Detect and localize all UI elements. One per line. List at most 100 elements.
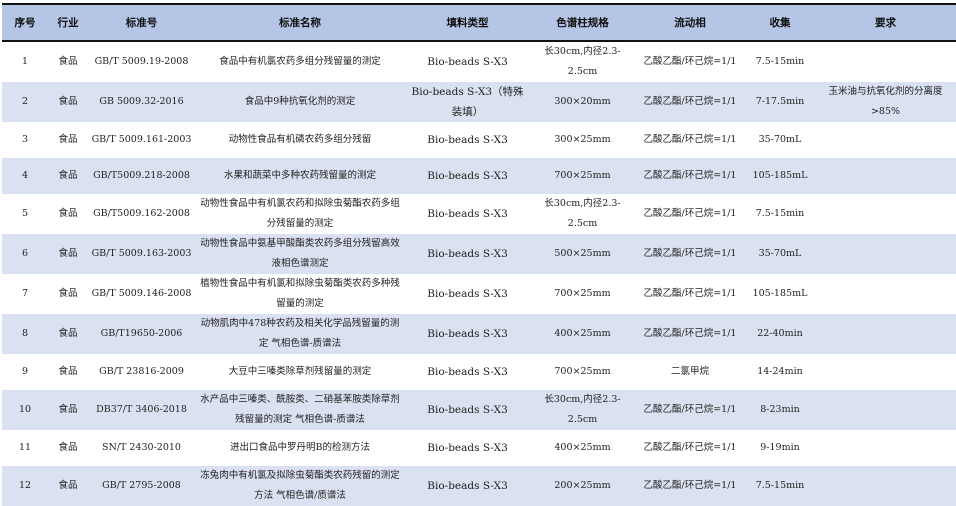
cell-name: 冻兔肉中有机氯及拟除虫菊酯类农药残留的测定方法 气相色谱/质谱法	[200, 470, 400, 501]
header-name: 标准名称	[279, 17, 321, 29]
cell-mobile: 乙酸乙酯/环己烷=1/1	[643, 170, 737, 181]
cell-name: 大豆中三嗪类除草剂残留量的测定	[228, 366, 372, 377]
cell-mobile: 乙酸乙酯/环己烷=1/1	[643, 442, 737, 453]
cell-industry: 食品	[58, 208, 78, 219]
cell-filler: Bio-beads S-X3（特殊装填）	[411, 86, 524, 118]
table-row: 8 食品 GB/T19650-2006 动物肌肉中478种农药及相关化学品残留量的测定…	[2, 314, 956, 354]
cell-collect: 14-24min	[757, 366, 803, 377]
cell-req	[815, 194, 956, 234]
cell-collect: 7.5-15min	[755, 208, 805, 219]
cell-no: 5	[21, 208, 29, 219]
header-mobile: 流动相	[674, 17, 706, 29]
cell-filler: Bio-beads S-X3	[427, 170, 508, 182]
cell-mobile: 乙酸乙酯/环己烷=1/1	[643, 56, 737, 67]
cell-no: 2	[21, 96, 29, 107]
cell-mobile: 乙酸乙酯/环己烷=1/1	[643, 248, 737, 259]
cell-collect: 105-185mL	[752, 170, 808, 181]
cell-name: 食品中有机氯农药多组分残留量的测定	[219, 56, 381, 67]
cell-column: 700×25mm	[554, 366, 611, 377]
cell-filler: Bio-beads S-X3	[427, 248, 508, 260]
cell-column: 300×20mm	[554, 96, 611, 107]
cell-collect: 7.5-15min	[755, 56, 805, 67]
table-row: 11 食品 SN/T 2430-2010 进出口食品中罗丹明B的检测方法 Bio-bea…	[2, 430, 956, 466]
table-row: 2 食品 GB 5009.32-2016 食品中9种抗氧化剂的测定 Bio-beads …	[2, 82, 956, 122]
cell-no: 3	[21, 134, 29, 145]
cell-standard: GB/T5009.162-2008	[93, 208, 190, 219]
cell-standard: SN/T 2430-2010	[102, 442, 181, 453]
cell-filler: Bio-beads S-X3	[427, 404, 508, 416]
cell-standard: GB/T5009.218-2008	[93, 170, 190, 181]
cell-mobile: 乙酸乙酯/环己烷=1/1	[643, 288, 737, 299]
cell-industry: 食品	[58, 96, 78, 107]
cell-column: 长30cm,内径2.3-2.5cm	[544, 46, 621, 77]
header-industry: 行业	[57, 17, 79, 29]
cell-name: 动物性食品有机磷农药多组分残留	[228, 134, 372, 145]
cell-standard: GB/T 2795-2008	[102, 480, 181, 491]
cell-req	[815, 390, 956, 430]
table-row: 7 食品 GB/T 5009.146-2008 植物性食品中有机氯和拟除虫菊酯类农药多…	[2, 274, 956, 314]
standards-table: 序号 行业 标准号 标准名称 填料类型 色谱柱规格 流动相 收集 要求 1 食品 G…	[2, 3, 956, 506]
table-row: 5 食品 GB/T5009.162-2008 动物性食品中有机氯农药和拟除虫菊酯农药多…	[2, 194, 956, 234]
cell-name: 动物肌肉中478种农药及相关化学品残留量的测定 气相色谱-质谱法	[200, 318, 400, 349]
cell-req	[815, 122, 956, 158]
cell-req	[815, 314, 956, 354]
cell-standard: GB/T 5009.161-2003	[91, 134, 192, 145]
cell-mobile: 乙酸乙酯/环己烷=1/1	[643, 328, 737, 339]
cell-standard: GB/T 23816-2009	[99, 366, 184, 377]
cell-no: 9	[21, 366, 29, 377]
cell-industry: 食品	[58, 134, 78, 145]
cell-no: 4	[21, 170, 29, 181]
cell-industry: 食品	[58, 170, 78, 181]
cell-req	[815, 234, 956, 274]
cell-filler: Bio-beads S-X3	[427, 442, 508, 454]
cell-filler: Bio-beads S-X3	[427, 208, 508, 220]
cell-filler: Bio-beads S-X3	[427, 134, 508, 146]
cell-filler: Bio-beads S-X3	[427, 56, 508, 68]
cell-name: 动物性食品中氨基甲酸酯类农药多组分残留高效液相色谱测定	[200, 238, 400, 269]
cell-column: 300×25mm	[554, 134, 611, 145]
cell-name: 水果和蔬菜中多种农药残留量的测定	[223, 170, 376, 181]
cell-industry: 食品	[58, 56, 78, 67]
cell-mobile: 乙酸乙酯/环己烷=1/1	[643, 480, 737, 491]
header-filler: 填料类型	[446, 17, 489, 29]
cell-column: 长30cm,内径2.3-2.5cm	[544, 394, 621, 425]
header-standard: 标准号	[125, 17, 158, 29]
cell-collect: 7.5-15min	[755, 480, 805, 491]
cell-mobile: 二氯甲烷	[670, 366, 709, 377]
cell-req	[815, 430, 956, 466]
cell-column: 200×25mm	[554, 480, 611, 491]
cell-standard: GB 5009.32-2016	[99, 96, 184, 107]
table-row: 1 食品 GB/T 5009.19-2008 食品中有机氯农药多组分残留量的测定 Bio…	[2, 41, 956, 82]
cell-industry: 食品	[58, 328, 78, 339]
cell-collect: 22-40min	[757, 328, 803, 339]
cell-no: 1	[21, 56, 29, 67]
cell-collect: 35-70mL	[758, 248, 802, 259]
cell-column: 400×25mm	[554, 328, 611, 339]
cell-industry: 食品	[58, 404, 78, 415]
cell-filler: Bio-beads S-X3	[427, 288, 508, 300]
cell-name: 动物性食品中有机氯农药和拟除虫菊酯农药多组分残留量的测定	[200, 198, 400, 229]
cell-collect: 7-17.5min	[755, 96, 805, 107]
cell-industry: 食品	[58, 480, 78, 491]
cell-mobile: 乙酸乙酯/环己烷=1/1	[643, 96, 737, 107]
cell-filler: Bio-beads S-X3	[427, 366, 508, 378]
table-row: 4 食品 GB/T5009.218-2008 水果和蔬菜中多种农药残留量的测定 Bio-…	[2, 158, 956, 194]
table-row: 3 食品 GB/T 5009.161-2003 动物性食品有机磷农药多组分残留 Bio-…	[2, 122, 956, 158]
cell-mobile: 乙酸乙酯/环己烷=1/1	[643, 134, 737, 145]
cell-column: 400×25mm	[554, 442, 611, 453]
cell-standard: GB/T 5009.19-2008	[94, 56, 189, 67]
cell-req: 玉米油与抗氧化剂的分离度>85%	[828, 86, 943, 117]
cell-column: 500×25mm	[554, 248, 611, 259]
cell-no: 6	[21, 248, 29, 259]
cell-name: 植物性食品中有机氯和拟除虫菊酯类农药多种残留量的测定	[200, 278, 400, 309]
table-row: 9 食品 GB/T 23816-2009 大豆中三嗪类除草剂残留量的测定 Bio-bea…	[2, 354, 956, 390]
cell-no: 7	[21, 288, 29, 299]
cell-req	[815, 354, 956, 390]
cell-standard: GB/T19650-2006	[100, 328, 183, 339]
table-row: 6 食品 GB/T 5009.163-2003 动物性食品中氨基甲酸酯类农药多组分残留…	[2, 234, 956, 274]
cell-filler: Bio-beads S-X3	[427, 328, 508, 340]
cell-no: 8	[21, 328, 29, 339]
cell-column: 700×25mm	[554, 288, 611, 299]
cell-industry: 食品	[58, 442, 78, 453]
cell-name: 水产品中三嗪类、酰胺类、二硝基苯胺类除草剂残留量的测定 气相色谱-质谱法	[200, 394, 400, 425]
